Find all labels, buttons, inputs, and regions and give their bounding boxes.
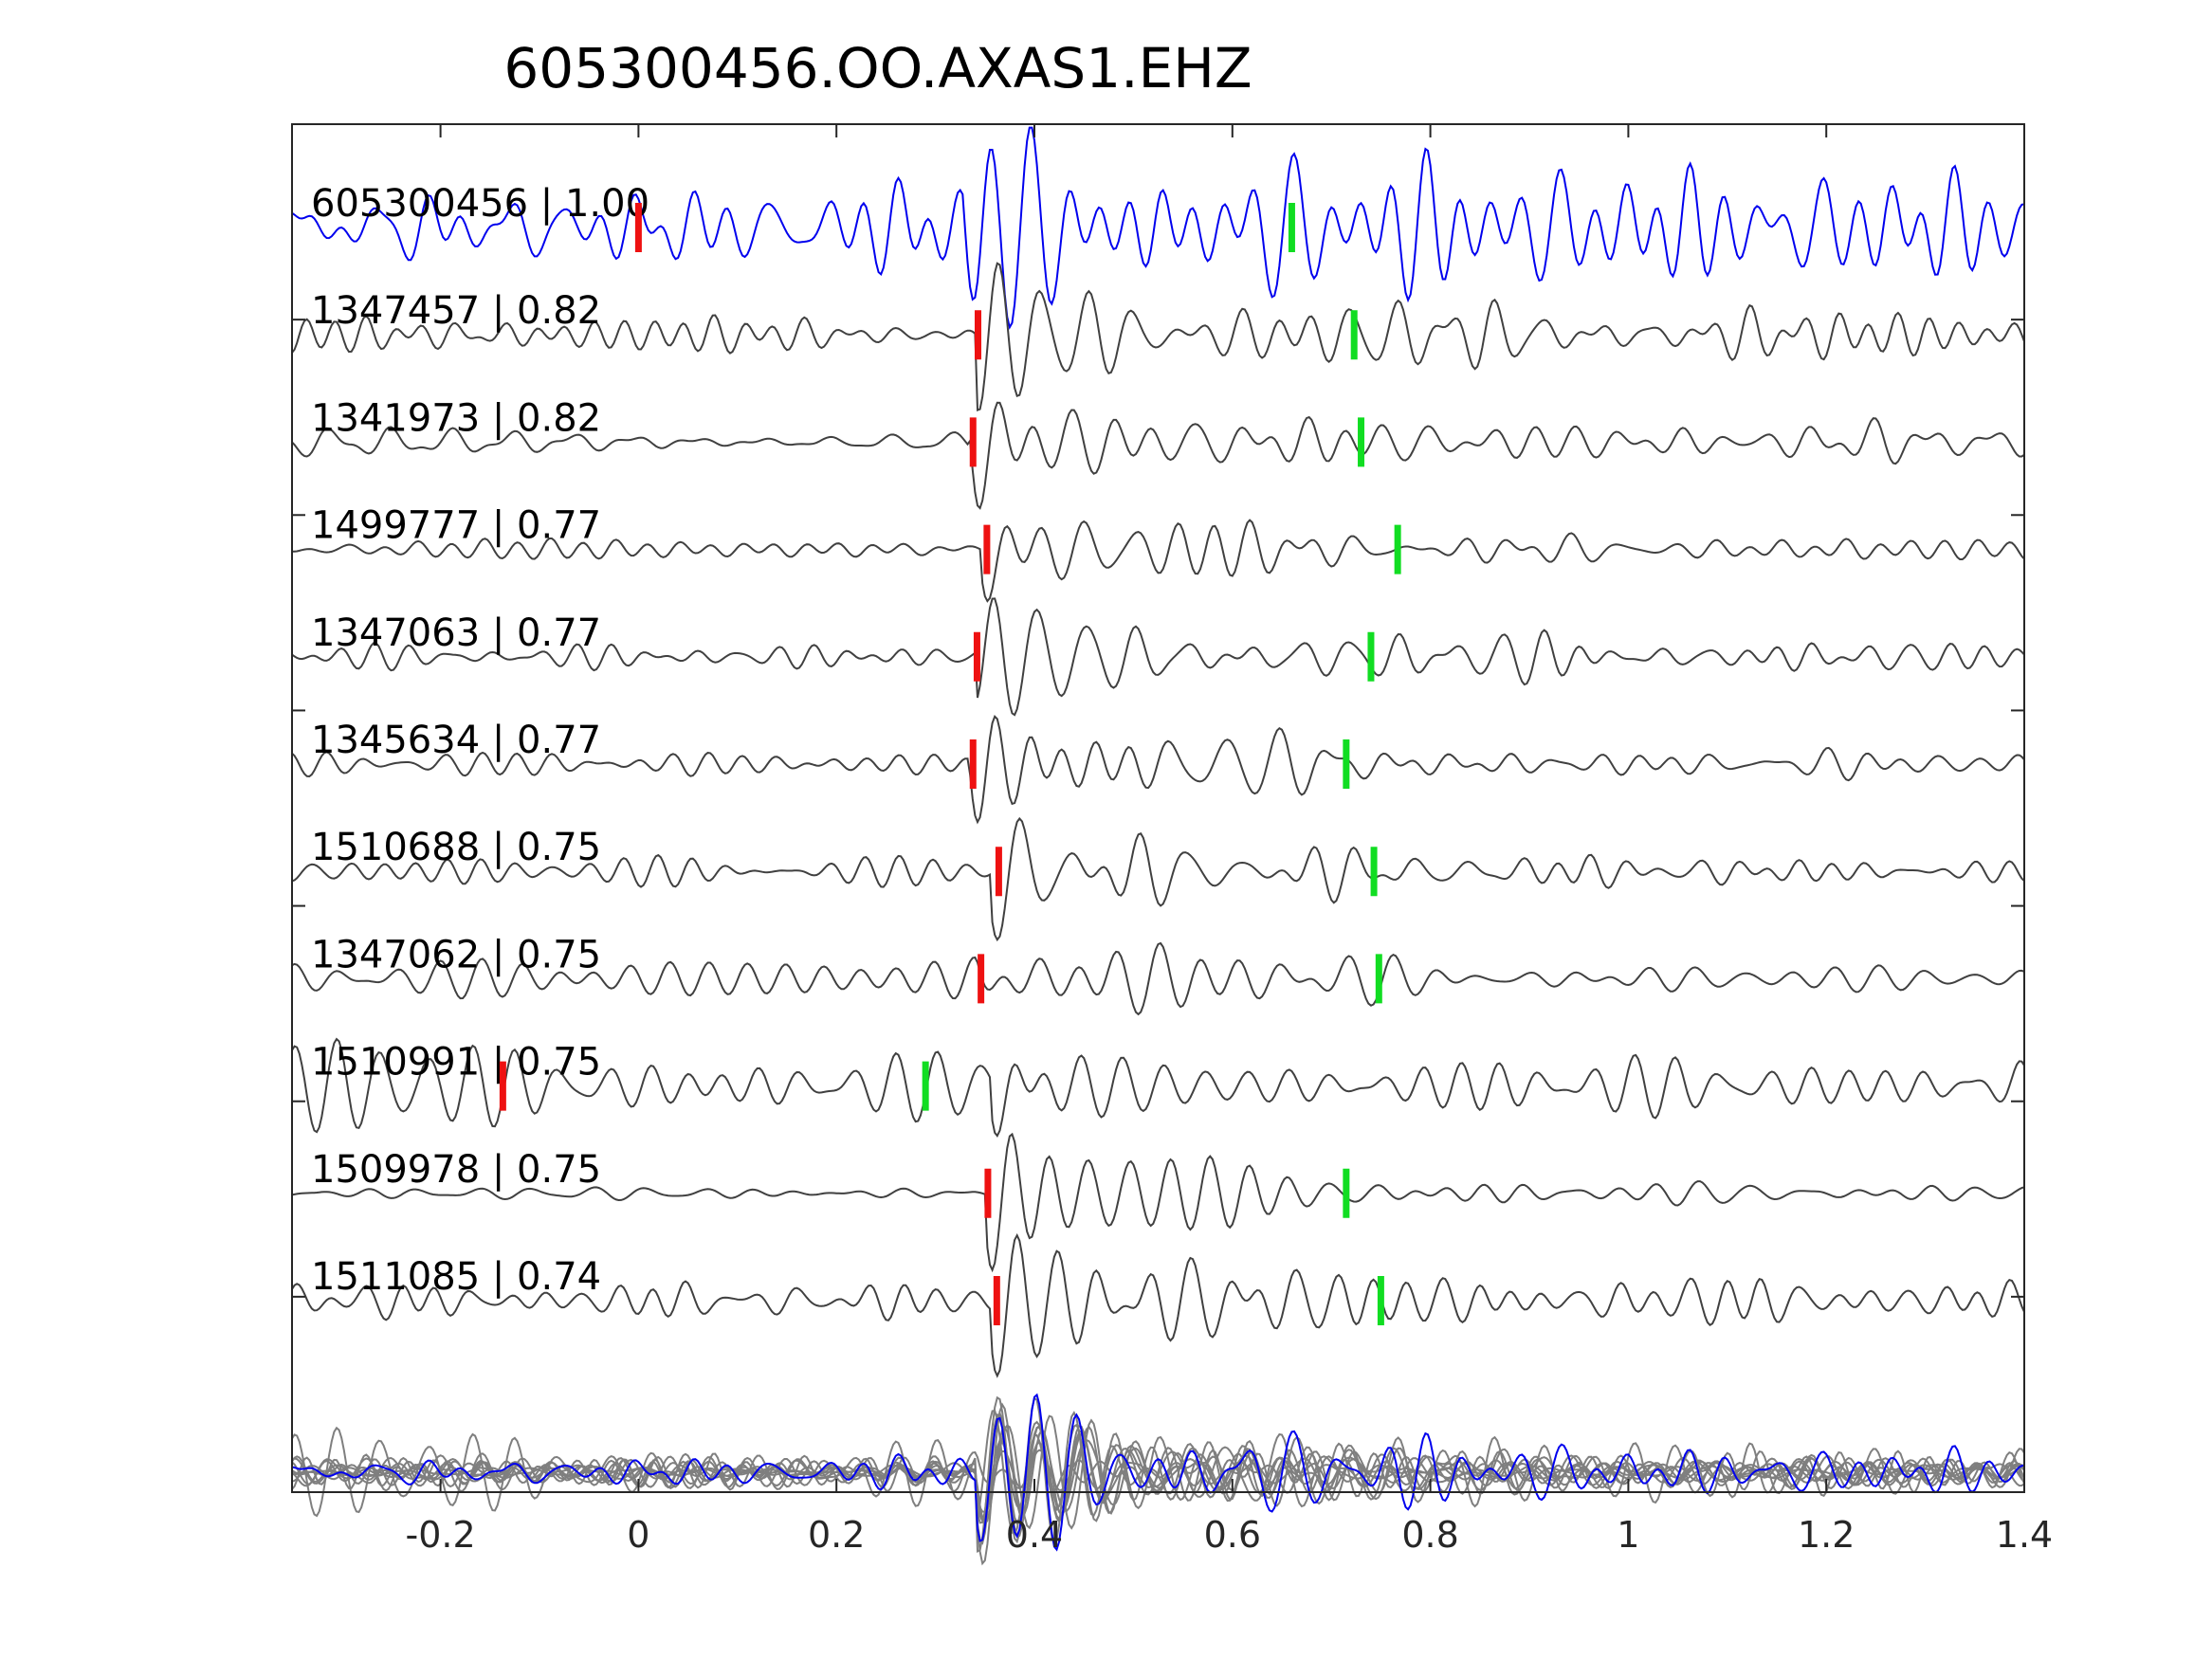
x-tick-label: 0.8 [1401, 1514, 1458, 1556]
trace-1347063: 1347063 | 0.77 [291, 597, 2025, 717]
trace-line [291, 519, 2025, 603]
trace-label: 1510991 | 0.75 [311, 1041, 601, 1085]
trace-label: 1345634 | 0.77 [311, 719, 601, 762]
trace-line [291, 714, 2025, 825]
x-tick-label: 1.4 [1996, 1514, 2053, 1556]
trace-label: 605300456 | 1.00 [311, 182, 649, 226]
trace-1510991: 1510991 | 0.75 [291, 1037, 2025, 1138]
trace-line [291, 126, 2025, 330]
x-axis: -0.2 0 0.2 0.4 0.6 0.8 1 1.2 1.4 [292, 124, 2053, 1556]
stack-trace-1341973 [291, 1402, 2025, 1566]
trace-label: 1347063 | 0.77 [311, 611, 601, 655]
trace-line [291, 941, 2025, 1016]
trace-1509978: 1509978 | 0.75 [291, 1132, 2025, 1273]
trace-line [291, 597, 2025, 717]
stack-trace-1509978 [291, 1425, 2025, 1526]
trace-line [291, 1037, 2025, 1138]
x-tick-label: -0.2 [406, 1514, 476, 1556]
trace-1499777: 1499777 | 0.77 [291, 504, 2025, 603]
stack-reference-trace [291, 1393, 2025, 1552]
trace-line [291, 816, 2025, 942]
x-tick-label: 0.6 [1204, 1514, 1261, 1556]
trace-line [291, 1132, 2025, 1273]
trace-label: 1347062 | 0.75 [311, 933, 601, 976]
trace-label: 1511085 | 0.74 [311, 1255, 601, 1299]
x-tick-label: 1 [1617, 1514, 1639, 1556]
stack-trace-1511085 [291, 1414, 2025, 1530]
plot-area: 605300456 | 1.00 1347457 | 0.82 1341973 | … [291, 126, 2025, 1566]
trace-label: 1347457 | 0.82 [311, 289, 601, 333]
trace-line [291, 262, 2025, 412]
trace-line [291, 1232, 2025, 1378]
stacked-traces [291, 1393, 2025, 1566]
trace-label: 1341973 | 0.82 [311, 396, 601, 440]
chart-title: 605300456.OO.AXAS1.EHZ [503, 36, 1252, 100]
x-tick-label: 0 [627, 1514, 649, 1556]
axes-frame [291, 123, 2025, 1493]
trace-1347062: 1347062 | 0.75 [291, 933, 2025, 1016]
x-tick-label: 1.2 [1798, 1514, 1855, 1556]
trace-1347457: 1347457 | 0.82 [291, 262, 2025, 412]
trace-1345634: 1345634 | 0.77 [291, 714, 2025, 825]
trace-label: 1509978 | 0.75 [311, 1148, 601, 1192]
trace-1510688: 1510688 | 0.75 [291, 816, 2025, 942]
x-tick-label: 0.4 [1006, 1514, 1063, 1556]
trace-label: 1499777 | 0.77 [311, 504, 601, 548]
trace-605300456: 605300456 | 1.00 [291, 126, 2025, 330]
trace-line [291, 401, 2025, 510]
trace-1511085: 1511085 | 0.74 [291, 1232, 2025, 1378]
stack-trace-1347457 [291, 1395, 2025, 1553]
trace-label: 1510688 | 0.75 [311, 826, 601, 869]
x-tick-label: 0.2 [808, 1514, 865, 1556]
trace-1341973: 1341973 | 0.82 [291, 396, 2025, 510]
